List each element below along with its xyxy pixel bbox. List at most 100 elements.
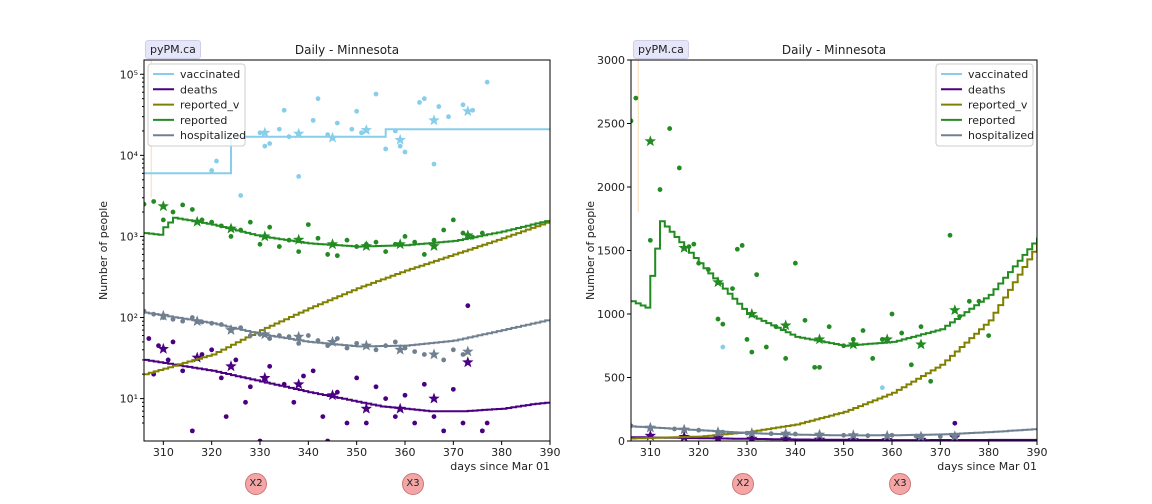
data-point-hospitalized xyxy=(325,343,331,349)
data-point-vaccinated xyxy=(402,149,408,155)
data-point-vaccinated xyxy=(214,158,219,164)
data-point-hospitalized xyxy=(170,316,176,322)
data-point-deaths xyxy=(180,368,186,374)
data-point-reported xyxy=(928,378,934,384)
x-tick-label: 330 xyxy=(737,446,758,459)
weekly-star-hospitalized xyxy=(881,429,893,441)
legend-label-vaccinated: vaccinated xyxy=(968,68,1028,81)
data-point-reported xyxy=(325,252,331,257)
x-axis-label: days since Mar 01 xyxy=(450,460,550,473)
marker-x3-right: X3 xyxy=(889,473,911,495)
x-tick-label: 390 xyxy=(540,446,561,459)
data-point-reported xyxy=(947,232,953,238)
series-line-hospitalized xyxy=(631,425,1037,437)
data-point-deaths xyxy=(383,396,389,402)
data-point-reported xyxy=(734,246,740,252)
data-point-hospitalized xyxy=(392,339,398,345)
legend-label-reported_v: reported_v xyxy=(180,99,240,112)
data-point-hospitalized xyxy=(286,334,292,340)
data-point-hospitalized xyxy=(151,311,157,317)
data-point-hospitalized xyxy=(865,433,871,439)
y-tick-label: 1500 xyxy=(597,245,625,258)
data-point-hospitalized xyxy=(412,349,418,354)
weekly-star-deaths xyxy=(780,433,792,441)
data-point-reported xyxy=(383,249,389,255)
data-point-reported xyxy=(276,244,282,249)
x-tick-label: 330 xyxy=(250,446,271,459)
data-point-reported xyxy=(373,239,379,245)
series-line-reported xyxy=(631,220,1037,347)
weekly-star-hospitalized xyxy=(157,309,169,321)
weekly-star-deaths xyxy=(225,360,237,372)
weekly-star-deaths xyxy=(813,433,826,441)
data-point-vaccinated xyxy=(267,141,273,146)
data-point-hospitalized xyxy=(334,336,340,341)
x-tick-label: 340 xyxy=(785,446,806,459)
data-point-reported xyxy=(860,328,866,333)
legend-label-hospitalized: hospitalized xyxy=(968,129,1034,142)
data-point-deaths xyxy=(209,347,215,353)
data-point-vaccinated xyxy=(421,96,427,102)
data-point-vaccinated xyxy=(431,161,437,167)
data-point-reported xyxy=(257,241,263,247)
data-point-vaccinated xyxy=(315,96,321,102)
data-point-hospitalized xyxy=(373,347,379,353)
weekly-star-deaths xyxy=(326,389,339,401)
series-line-reported_v xyxy=(631,244,1037,440)
data-point-deaths xyxy=(291,399,297,405)
data-point-hospitalized xyxy=(383,343,389,349)
data-point-vaccinated xyxy=(334,120,340,126)
weekly-star-hospitalized xyxy=(360,339,372,351)
data-point-reported xyxy=(296,249,302,255)
weekly-star-reported xyxy=(915,338,927,350)
data-point-hospitalized xyxy=(238,325,244,331)
data-point-reported xyxy=(305,222,311,227)
y-tick-label: 10² xyxy=(120,312,138,325)
data-point-reported xyxy=(966,298,972,304)
data-point-deaths xyxy=(479,428,485,434)
data-point-hospitalized xyxy=(189,315,195,320)
data-point-reported xyxy=(763,344,769,350)
data-point-reported xyxy=(908,362,914,368)
data-point-hospitalized xyxy=(441,357,447,363)
data-point-reported xyxy=(754,272,760,278)
data-point-reported xyxy=(802,317,808,323)
legend-label-reported_v: reported_v xyxy=(968,99,1028,112)
data-point-deaths xyxy=(373,384,379,390)
data-point-hospitalized xyxy=(460,352,466,357)
data-point-reported xyxy=(705,267,711,272)
weekly-star-vaccinated xyxy=(428,114,440,126)
data-point-hospitalized xyxy=(421,352,427,357)
data-point-reported xyxy=(826,324,832,330)
weekly-star-reported xyxy=(225,222,237,234)
data-point-deaths xyxy=(421,381,427,387)
weekly-star-reported xyxy=(326,238,339,250)
data-point-deaths xyxy=(281,381,287,387)
data-point-reported xyxy=(647,237,653,243)
weekly-star-reported xyxy=(360,240,372,251)
data-point-reported xyxy=(744,337,750,342)
series-line-vaccinated xyxy=(144,128,550,175)
weekly-star-reported xyxy=(191,215,203,227)
data-point-reported xyxy=(667,126,673,131)
weekly-star-vaccinated xyxy=(462,105,474,117)
weekly-star-hospitalized xyxy=(746,427,758,438)
data-point-vaccinated xyxy=(296,174,302,179)
data-point-deaths xyxy=(402,392,408,398)
data-point-deaths xyxy=(223,414,229,419)
data-point-reported xyxy=(918,324,924,330)
plot-frame xyxy=(143,59,551,442)
data-point-vaccinated xyxy=(349,126,355,132)
legend-label-vaccinated: vaccinated xyxy=(180,68,240,81)
data-point-hospitalized xyxy=(209,320,215,326)
data-point-reported xyxy=(870,356,876,361)
data-point-vaccinated xyxy=(446,114,451,120)
weekly-star-deaths xyxy=(394,402,406,414)
x-tick-label: 310 xyxy=(640,446,661,459)
chart-title: Daily - Minnesota xyxy=(295,43,399,57)
data-point-hospitalized xyxy=(841,432,847,438)
data-point-deaths xyxy=(431,414,437,419)
data-point-reported xyxy=(412,239,418,245)
data-point-hospitalized xyxy=(276,333,282,338)
data-point-reported xyxy=(657,187,663,192)
